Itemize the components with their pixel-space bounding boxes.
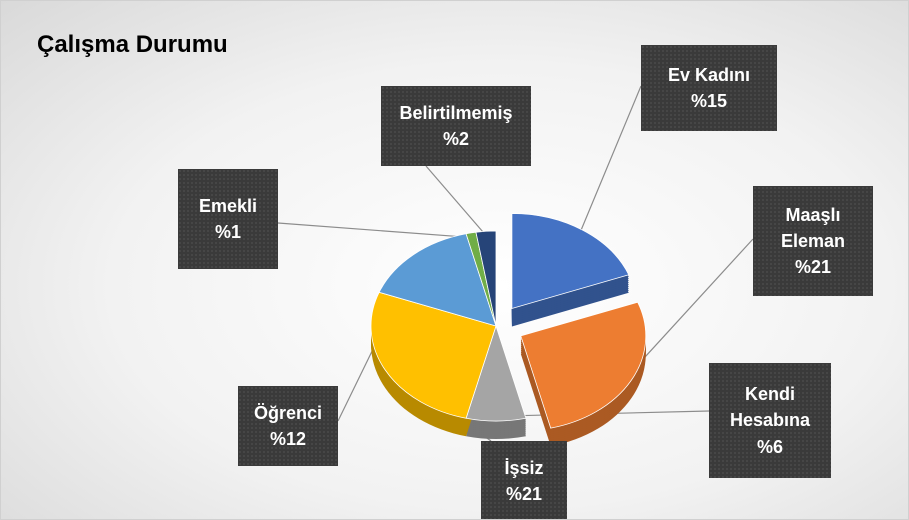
category-label: İşsiz: [504, 457, 544, 478]
slice: [520, 301, 647, 429]
slice: [370, 291, 497, 419]
data-label: Maaşlı Eleman %21: [753, 186, 873, 296]
value-label: %6: [756, 436, 783, 457]
category-label: Ev Kadını: [667, 64, 751, 85]
chart-title: Çalışma Durumu: [37, 31, 228, 58]
value-label: %1: [214, 222, 241, 242]
value-label: %21: [794, 257, 832, 278]
value-label: %21: [505, 484, 543, 504]
category-label: Maaşlı Eleman: [780, 204, 846, 251]
data-label: Kendi Hesabına %6: [709, 363, 831, 478]
leader-line: [578, 85, 642, 235]
data-label: Ev Kadını %15: [641, 45, 777, 131]
leader-line: [277, 222, 473, 239]
slice: [475, 230, 497, 327]
value-label: %15: [690, 91, 728, 111]
data-label: İşsiz %21: [481, 441, 567, 519]
leader-line: [425, 165, 487, 237]
slice: [511, 213, 630, 310]
category-label: Emekli: [198, 195, 258, 216]
value-label: %12: [269, 429, 307, 449]
category-label: Belirtilmemiş: [399, 102, 513, 123]
data-label: Emekli %1: [178, 169, 278, 269]
data-label: Öğrenci %12: [238, 386, 338, 466]
data-label: Belirtilmemiş %2: [381, 86, 531, 166]
category-label: Kendi Hesabına: [729, 384, 811, 431]
leader-line: [625, 238, 754, 379]
category-label: Öğrenci: [253, 402, 323, 423]
value-label: %2: [442, 129, 469, 149]
slice: [378, 233, 497, 327]
